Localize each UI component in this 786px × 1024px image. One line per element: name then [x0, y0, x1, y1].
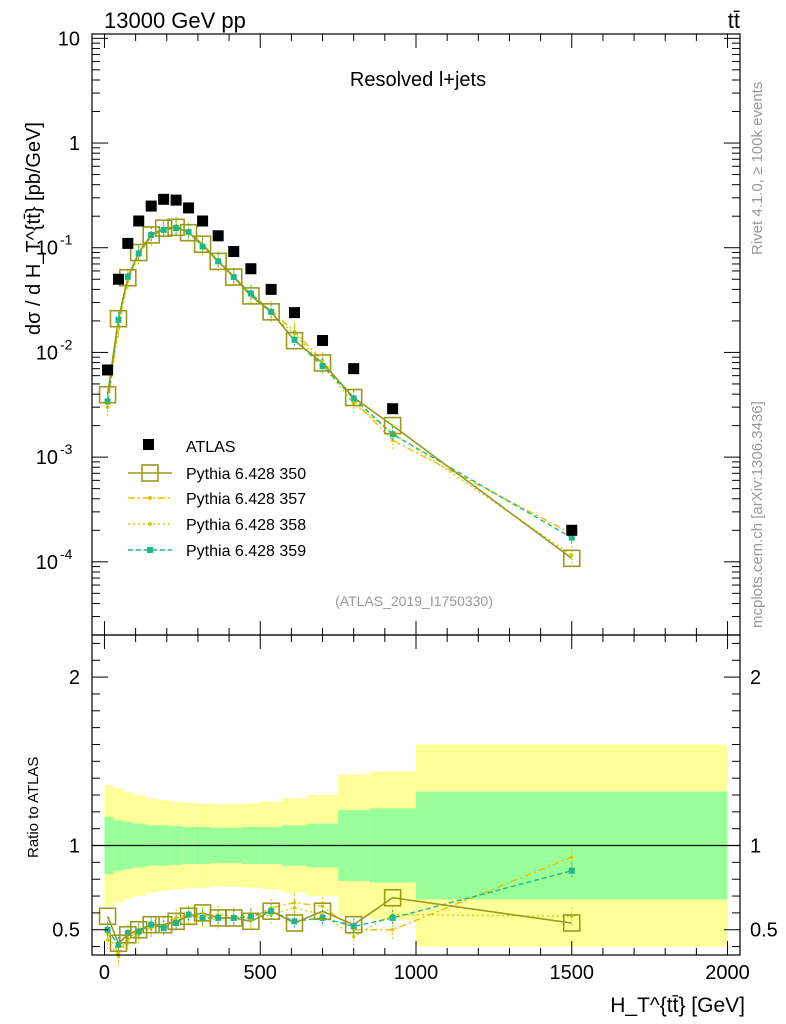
mc-marker-350 [313, 354, 332, 372]
mc-marker-350 [344, 388, 363, 407]
mc-marker-350 [154, 219, 173, 237]
data-point-atlas [112, 273, 124, 285]
ratio-marker-350 [262, 902, 280, 921]
x-axis-label: H_T^{tt̄} [GeV] [610, 994, 745, 1017]
y-tick-label: 10 [36, 447, 58, 469]
data-point-atlas [158, 193, 170, 205]
data-point-atlas [122, 237, 134, 249]
mc-marker-350 [562, 549, 581, 568]
mc-marker-350 [383, 416, 402, 435]
y-tick-label: 1 [69, 133, 80, 155]
y-tick-label-exponent: -2 [60, 336, 73, 352]
ratio-marker-350 [344, 915, 363, 934]
mc-marker-350 [98, 385, 117, 404]
axes [91, 33, 741, 956]
ratio-marker-350 [167, 912, 185, 931]
x-tick-label: 1000 [394, 962, 439, 984]
x-tick-label: 500 [244, 962, 277, 984]
legend: ATLAS Pythia 6.428 350 Pythia 6.428 357 … [128, 439, 306, 560]
data-point-atlas [245, 263, 257, 275]
data-point-atlas [170, 194, 182, 206]
y-tick-label-exponent: -4 [60, 546, 73, 562]
y-tick-label: 10 [36, 342, 58, 364]
legend-marker-357 [148, 496, 152, 500]
mc-marker-350 [179, 223, 198, 242]
series-line-main [106, 224, 573, 535]
ratio-marker-350 [224, 909, 243, 927]
legend-label-atlas: ATLAS [186, 439, 236, 456]
legend-marker-350 [141, 464, 159, 482]
ratio-marker-350 [119, 925, 137, 944]
legend-label-358: Pythia 6.428 358 [186, 517, 306, 534]
data-point-atlas [289, 307, 300, 319]
mc-marker-350 [142, 226, 160, 244]
x-tick-label: 0 [99, 962, 110, 984]
data-point-atlas [102, 364, 114, 376]
ratio-marker-350 [142, 915, 160, 934]
mc-marker-350 [129, 243, 148, 262]
main-y-axis-label: dσ / d H_T^{tt̄} [pb/GeV] [23, 122, 45, 335]
rivet-version-label: Rivet 4.1.0, ≥ 100k events [749, 82, 766, 255]
mc-marker-350 [262, 303, 280, 321]
ratio-marker-350 [313, 902, 332, 921]
mc-marker-350 [209, 252, 227, 271]
mcplots-label: mcplots.cern.ch [arXiv:1306.3436] [749, 401, 766, 628]
legend-label-350: Pythia 6.428 350 [186, 466, 306, 483]
mc-marker-350 [224, 268, 243, 286]
data-point-atlas [212, 230, 224, 242]
mc-marker-350 [109, 309, 128, 328]
ratio-marker-350 [129, 920, 148, 939]
ratio-marker-350 [562, 914, 581, 932]
data-point-atlas [566, 524, 578, 536]
data-point-atlas [387, 403, 399, 415]
data-point-atlas [265, 283, 277, 295]
data-point-atlas [317, 334, 329, 346]
y-tick-label: 10 [36, 238, 58, 260]
y-tick-label: 10 [36, 552, 58, 574]
data-point-atlas [145, 200, 157, 212]
legend-marker-atlas [143, 439, 154, 450]
y-tick-label-exponent: -3 [60, 441, 73, 457]
ratio-y-axis-label: Ratio to ATLAS [25, 757, 42, 858]
ratio-marker-350 [242, 912, 260, 931]
x-tick-label: 2000 [705, 962, 750, 984]
ratio-marker-350 [98, 907, 117, 926]
legend-label-357: Pythia 6.428 357 [186, 491, 306, 508]
chart-title: Resolved l+jets [350, 69, 486, 91]
legend-label-359: Pythia 6.428 359 [186, 543, 306, 560]
data-point-atlas [133, 215, 145, 227]
ratio-marker-350 [285, 914, 304, 932]
ratio-y-tick-label-right: 2 [750, 667, 761, 689]
ratio-marker-350 [383, 888, 402, 907]
mc-marker-350 [242, 287, 260, 305]
mc-marker-350 [285, 331, 304, 350]
ratio-y-tick-label: 1 [69, 836, 80, 858]
ratio-marker-350 [179, 907, 198, 926]
y-tick-label-exponent: -1 [60, 232, 73, 248]
markers [98, 193, 581, 966]
ratio-y-tick-label: 0.5 [52, 920, 80, 942]
legend-marker-358 [148, 522, 152, 526]
process-label: tt̄ [728, 8, 740, 33]
data-point-atlas [183, 202, 195, 214]
data-point-atlas [348, 363, 360, 375]
mc-marker-350 [167, 218, 185, 237]
series-line-main [106, 226, 573, 559]
data-point-atlas [197, 215, 209, 227]
analysis-id: (ATLAS_2019_I1750330) [335, 593, 493, 609]
data-point-atlas [228, 246, 240, 258]
mc-marker-350 [193, 235, 212, 254]
ratio-y-tick-label-right: 1 [750, 836, 761, 858]
energy-label: 13000 GeV pp [104, 8, 246, 33]
ratio-marker-350 [154, 915, 173, 934]
ratio-y-tick-label: 2 [69, 667, 80, 689]
legend-marker-359 [147, 547, 153, 553]
x-tick-label: 1500 [550, 962, 595, 984]
ratio-y-tick-label-right: 0.5 [750, 920, 778, 942]
y-tick-label: 10 [58, 28, 80, 50]
